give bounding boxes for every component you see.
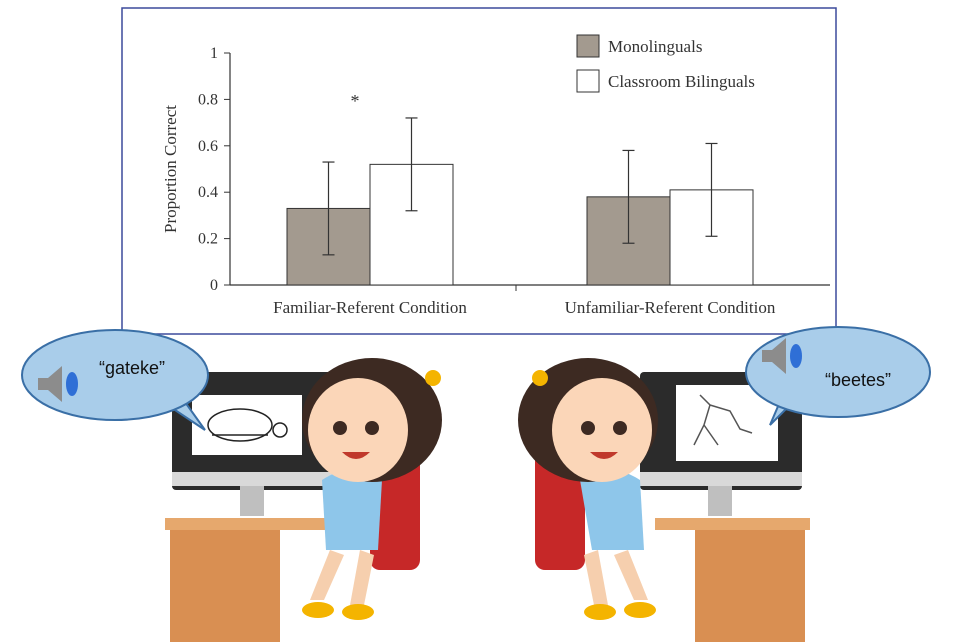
turtle-shell <box>207 408 273 442</box>
x-tick-label: Unfamiliar-Referent Condition <box>565 298 776 317</box>
speaker-cone <box>790 344 802 368</box>
bow <box>425 370 441 386</box>
speaker-icon <box>762 338 786 374</box>
figure-sketch <box>693 394 753 446</box>
x-tick-label: Familiar-Referent Condition <box>273 298 467 317</box>
bubble-left: “gateke” <box>21 329 209 431</box>
mouth <box>342 452 370 459</box>
monitor-bezel <box>640 472 802 486</box>
legend-label: Monolinguals <box>608 37 702 56</box>
y-tick-label: 0.6 <box>198 138 218 155</box>
desk-top <box>655 518 810 530</box>
girl-left <box>302 358 442 620</box>
legs <box>584 550 648 605</box>
eye <box>333 421 347 435</box>
left-station <box>165 372 332 642</box>
legend-swatch <box>576 34 600 58</box>
desk-top <box>165 518 325 530</box>
eye <box>613 421 627 435</box>
speaker-icon <box>38 366 62 402</box>
girl-right <box>518 358 658 620</box>
shoe <box>302 602 334 618</box>
dress <box>322 470 382 550</box>
y-tick-label: 0.4 <box>198 184 218 201</box>
face <box>552 378 652 482</box>
desk <box>170 530 280 642</box>
legs <box>310 550 374 605</box>
bubble-right: “beetes” <box>745 326 931 426</box>
y-tick-label: 1 <box>210 45 218 62</box>
monitor-stand <box>240 486 264 516</box>
y-tick-label: 0 <box>210 277 218 294</box>
mouth <box>590 452 618 459</box>
bubble <box>21 329 209 421</box>
face <box>308 378 408 482</box>
dress <box>580 470 644 550</box>
y-tick-label: 0.2 <box>198 231 218 248</box>
shoe <box>342 604 374 620</box>
speech-text: “beetes” <box>825 370 891 390</box>
eye <box>365 421 379 435</box>
desk <box>695 530 805 642</box>
speech-text: “gateke” <box>99 358 165 378</box>
legend-swatch <box>576 69 600 93</box>
annotation: * <box>351 91 360 111</box>
y-axis-label: Proportion Correct <box>161 105 180 233</box>
shoe <box>584 604 616 620</box>
right-station <box>640 372 810 642</box>
monitor-stand <box>708 486 732 516</box>
legend-label: Classroom Bilinguals <box>608 72 755 91</box>
monitor-bezel <box>172 472 332 486</box>
shoe <box>624 602 656 618</box>
chart: Proportion Correct 0 0.2 0.4 0.6 0.8 1 Familiar… <box>161 34 830 317</box>
speaker-cone <box>66 372 78 396</box>
y-tick-label: 0.8 <box>198 91 218 108</box>
bow <box>532 370 548 386</box>
eye <box>581 421 595 435</box>
turtle-head <box>272 422 288 438</box>
